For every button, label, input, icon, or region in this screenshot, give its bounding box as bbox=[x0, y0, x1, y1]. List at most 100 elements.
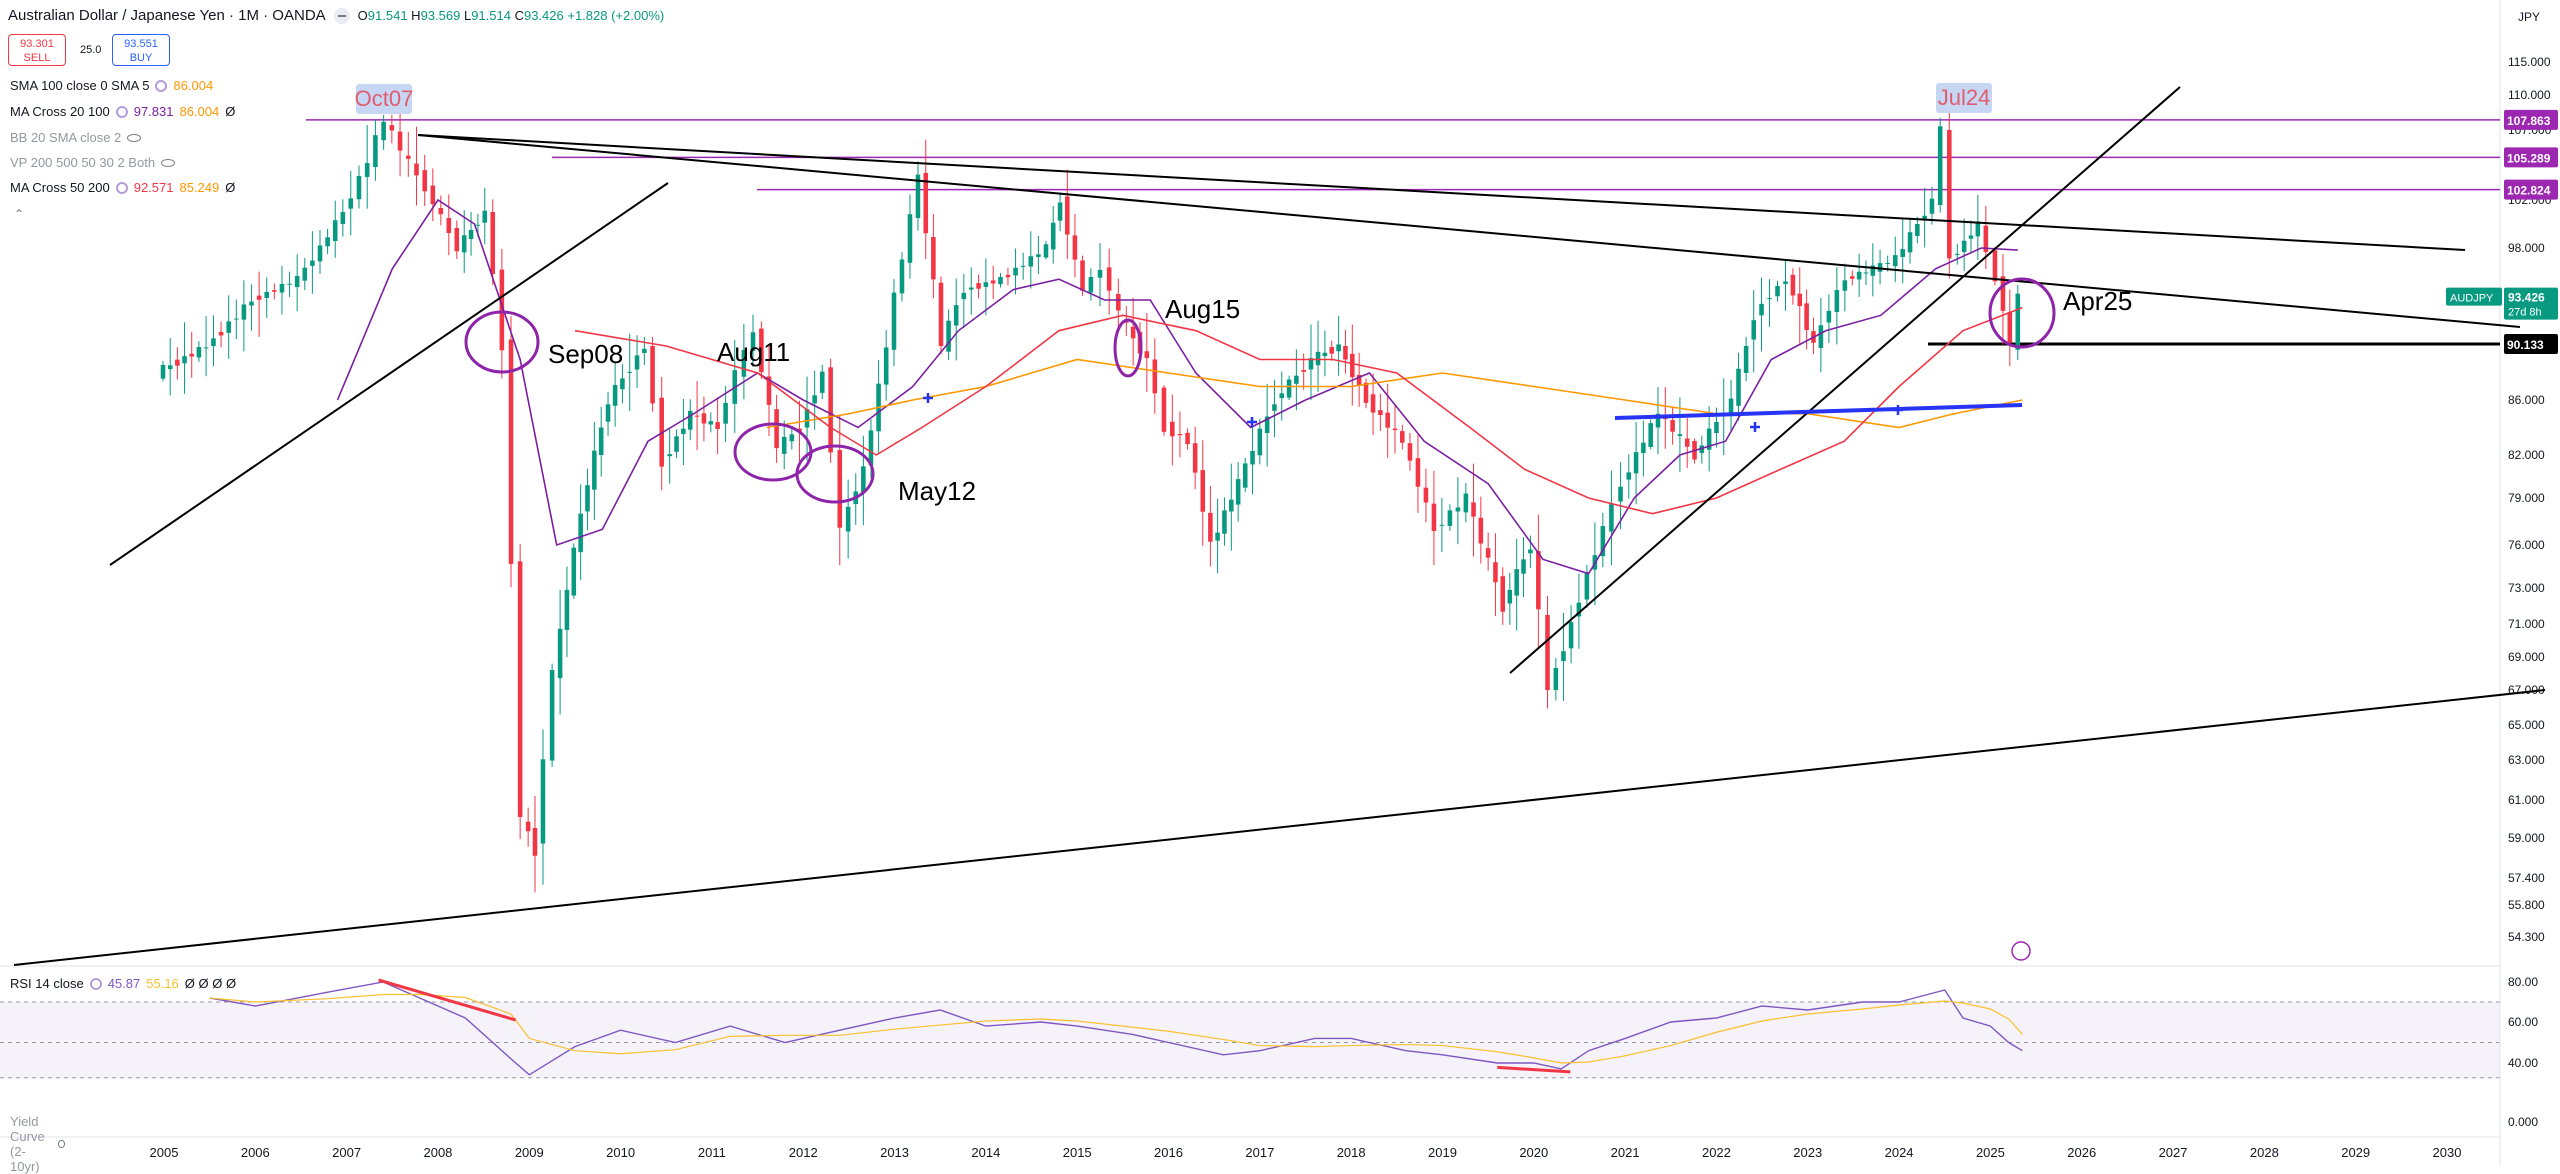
candle-body bbox=[650, 346, 655, 404]
candle-body bbox=[1600, 526, 1606, 557]
trendline bbox=[1509, 86, 2181, 674]
candle-body bbox=[1699, 445, 1705, 454]
candle-body bbox=[1343, 346, 1348, 360]
spread-value: 25.0 bbox=[80, 44, 102, 56]
candle-body bbox=[1088, 277, 1094, 293]
candle-body bbox=[1028, 256, 1034, 267]
year-tick-label: 2029 bbox=[2341, 1145, 2370, 1160]
rsi-legend[interactable]: RSI 14 close 45.87 55.16 Ø Ø Ø Ø bbox=[10, 976, 237, 991]
year-tick-label: 2019 bbox=[1428, 1145, 1457, 1160]
settings-icon[interactable] bbox=[115, 105, 128, 118]
candle-body bbox=[189, 353, 195, 357]
candle-body bbox=[160, 364, 166, 379]
sell-button[interactable]: 93.301 SELL bbox=[8, 34, 66, 66]
candle-body bbox=[272, 290, 277, 292]
rsi-tick-label: 80.00 bbox=[2508, 975, 2538, 989]
candle-body bbox=[750, 332, 756, 351]
hidden-eye-icon[interactable] bbox=[127, 133, 142, 142]
candle-body bbox=[1005, 274, 1011, 278]
label-jul24-bg bbox=[1936, 83, 1992, 113]
year-tick-label: 2006 bbox=[241, 1145, 270, 1160]
candle-body bbox=[1370, 394, 1376, 413]
candle-body bbox=[1670, 420, 1675, 432]
candle-body bbox=[715, 422, 720, 429]
settings-icon[interactable] bbox=[155, 79, 168, 92]
indicator-ma-cross-50-200[interactable]: MA Cross 50 200 92.571 85.249 Ø bbox=[10, 180, 236, 195]
symbol-title[interactable]: Australian Dollar / Japanese Yen · 1M · … bbox=[8, 7, 326, 24]
year-tick-label: 2026 bbox=[2067, 1145, 2096, 1160]
symbol-header: Australian Dollar / Japanese Yen · 1M · … bbox=[8, 7, 664, 24]
candle-body bbox=[356, 176, 362, 200]
price-tick-label: 115.000 bbox=[2508, 55, 2551, 69]
trendline-drawings[interactable] bbox=[13, 86, 2546, 966]
badge-105-bg bbox=[2504, 147, 2558, 168]
price-tick-label: 69.000 bbox=[2508, 650, 2545, 664]
rsi-tick-label: 60.00 bbox=[2508, 1015, 2538, 1029]
lightning-icon bbox=[2011, 941, 2031, 961]
year-tick-label: 2012 bbox=[789, 1145, 818, 1160]
rsi-band bbox=[0, 1002, 2500, 1078]
candle-body bbox=[1983, 225, 1989, 253]
candle-body bbox=[1877, 263, 1883, 272]
candle-body bbox=[381, 121, 386, 141]
candle-body bbox=[1315, 351, 1321, 366]
label-may12: May12 bbox=[898, 476, 976, 506]
label-aug15: Aug15 bbox=[1165, 294, 1240, 324]
candle-body bbox=[1279, 393, 1285, 399]
candle-body bbox=[2007, 311, 2013, 343]
symbol-badge-bg bbox=[2446, 287, 2502, 306]
candle-body bbox=[1336, 344, 1341, 352]
candle-body bbox=[1892, 255, 1898, 267]
rsi-line bbox=[209, 981, 2023, 1076]
candle-body bbox=[226, 321, 231, 333]
ma-line-ma-100 bbox=[766, 358, 2023, 429]
candle-body bbox=[946, 320, 951, 352]
collapse-icon[interactable] bbox=[333, 7, 350, 24]
label-apr25: Apr25 bbox=[2063, 286, 2132, 316]
hidden-eye-icon[interactable] bbox=[161, 158, 176, 167]
chevron-up-icon[interactable]: ⌃ bbox=[14, 207, 25, 221]
candle-body bbox=[828, 367, 833, 453]
candle-body bbox=[1937, 126, 1943, 206]
buy-button[interactable]: 93.551 BUY bbox=[112, 34, 170, 66]
candle-body bbox=[1152, 359, 1158, 394]
year-tick-label: 2014 bbox=[971, 1145, 1000, 1160]
badge-90-bg bbox=[2504, 333, 2558, 354]
candle-body bbox=[182, 356, 187, 364]
indicator-ma-cross-20-100[interactable]: MA Cross 20 100 97.831 86.004 Ø bbox=[10, 104, 236, 119]
indicator-bb[interactable]: BB 20 SMA close 2 bbox=[10, 130, 142, 145]
candle-body bbox=[1500, 576, 1506, 612]
annotation-labels[interactable]: Oct07 Jul24 Sep08 Aug11 May12 Aug15 Apr25 bbox=[355, 83, 2133, 506]
horizontal-levels[interactable] bbox=[306, 119, 2500, 346]
candle-body bbox=[1013, 267, 1018, 276]
candle-body bbox=[1767, 298, 1772, 300]
candle-body bbox=[1439, 524, 1445, 526]
candle-body bbox=[571, 547, 577, 596]
indicator-sma100[interactable]: SMA 100 close 0 SMA 5 86.004 bbox=[10, 78, 214, 93]
candle-body bbox=[1947, 130, 1952, 259]
candle-body bbox=[1507, 589, 1513, 604]
settings-icon[interactable] bbox=[115, 181, 128, 194]
badge-107-bg bbox=[2504, 109, 2558, 130]
settings-icon[interactable] bbox=[89, 977, 102, 990]
candle-body bbox=[998, 277, 1003, 285]
candle-body bbox=[774, 409, 779, 449]
hidden-eye-icon[interactable] bbox=[58, 1140, 65, 1148]
candle-body bbox=[1229, 499, 1234, 512]
candle-body bbox=[1915, 224, 1920, 236]
candle-body bbox=[256, 295, 262, 300]
candle-body bbox=[1043, 244, 1049, 258]
candle-body bbox=[1759, 303, 1764, 316]
badge-102-bg bbox=[2504, 179, 2558, 200]
yield-curve-legend[interactable]: Yield Curve (2-10yr) bbox=[10, 1114, 65, 1174]
candle-body bbox=[1264, 416, 1270, 433]
price-tick-label: 55.800 bbox=[2508, 898, 2545, 912]
candle-body bbox=[1584, 572, 1590, 600]
candle-body bbox=[564, 589, 570, 630]
plus-marker bbox=[1893, 405, 1903, 415]
candle-body bbox=[405, 155, 411, 159]
candle-body bbox=[845, 506, 851, 532]
candle-body bbox=[340, 212, 346, 224]
indicator-vp[interactable]: VP 200 500 50 30 2 Both bbox=[10, 155, 176, 170]
